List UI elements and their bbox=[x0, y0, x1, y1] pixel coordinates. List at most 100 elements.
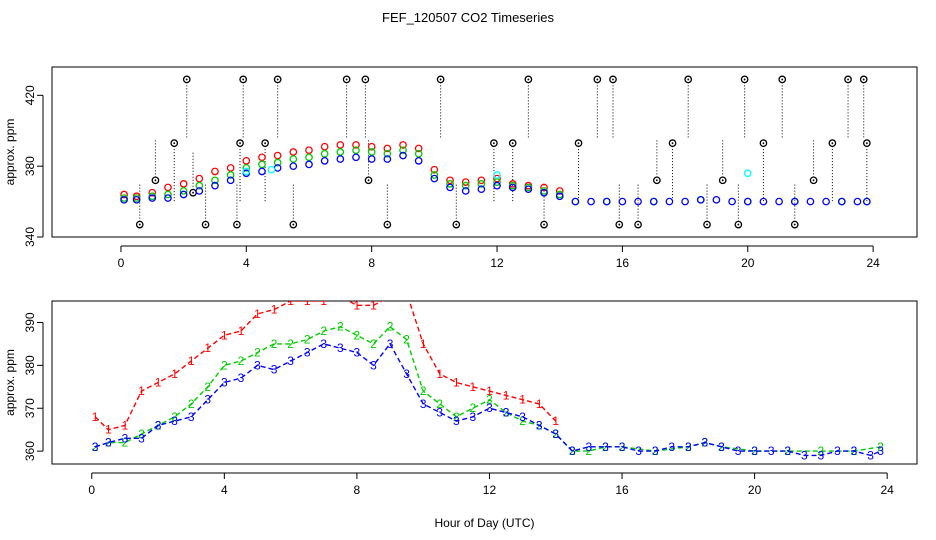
data-point-dot bbox=[173, 142, 176, 145]
x-axis: 0 4 8 12 16 20 24 bbox=[88, 472, 894, 497]
series-marker: 1 bbox=[420, 337, 427, 351]
series-marker: 3 bbox=[586, 440, 593, 454]
series-marker: 3 bbox=[436, 406, 443, 420]
series-marker: 3 bbox=[470, 410, 477, 424]
data-point bbox=[236, 139, 244, 147]
series-marker: 3 bbox=[271, 363, 278, 377]
x-tick-label: 24 bbox=[866, 256, 880, 270]
data-point bbox=[164, 190, 172, 199]
series-marker: 2 bbox=[320, 324, 327, 338]
data-point bbox=[179, 180, 188, 188]
series-marker: 3 bbox=[685, 440, 692, 454]
data-point bbox=[649, 197, 658, 206]
series-marker: 3 bbox=[238, 371, 245, 385]
y-tick-label: 360 bbox=[23, 441, 37, 461]
x-tick-label: 20 bbox=[748, 483, 762, 497]
data-point bbox=[352, 153, 360, 162]
data-point bbox=[261, 139, 269, 147]
data-point bbox=[790, 197, 799, 206]
data-point bbox=[493, 181, 501, 190]
data-point bbox=[179, 190, 188, 199]
data-point bbox=[273, 151, 282, 160]
x-tick-label: 16 bbox=[615, 483, 629, 497]
series-marker: 2 bbox=[403, 333, 410, 347]
series-marker: 1 bbox=[403, 285, 410, 299]
series-marker: 2 bbox=[751, 444, 758, 458]
data-point bbox=[446, 180, 454, 188]
y-tick-label: 380 bbox=[23, 156, 37, 176]
data-point bbox=[571, 197, 580, 206]
y-tick-label: 340 bbox=[23, 227, 37, 247]
data-point bbox=[151, 176, 160, 185]
data-point bbox=[653, 176, 661, 185]
series-marker: 3 bbox=[155, 418, 162, 432]
series-marker: 1 bbox=[287, 294, 294, 308]
series-marker: 1 bbox=[552, 414, 559, 428]
data-point bbox=[555, 187, 564, 195]
data-point-dot bbox=[138, 223, 141, 226]
data-point bbox=[712, 195, 721, 204]
data-point bbox=[684, 75, 693, 84]
data-point bbox=[853, 197, 862, 206]
series-marker: 2 bbox=[204, 380, 211, 394]
series-marker: 3 bbox=[519, 410, 526, 424]
series-marker: 1 bbox=[92, 410, 99, 424]
data-point bbox=[430, 174, 439, 183]
data-point bbox=[226, 164, 235, 172]
series-marker: 3 bbox=[718, 440, 725, 454]
data-point-dot bbox=[596, 78, 599, 81]
series-cyan bbox=[242, 165, 752, 179]
data-point-dot bbox=[386, 223, 389, 226]
series-marker: 1 bbox=[271, 303, 278, 317]
series-marker: 1 bbox=[337, 290, 344, 304]
data-point bbox=[258, 153, 266, 162]
y-axis-label: approx. ppm bbox=[3, 119, 17, 186]
data-point bbox=[524, 75, 533, 84]
series-marker: 2 bbox=[503, 406, 510, 420]
series-marker: 3 bbox=[536, 418, 543, 432]
series-marker: 3 bbox=[702, 436, 709, 450]
data-point bbox=[201, 220, 210, 229]
data-point bbox=[148, 194, 157, 202]
series-marker: 2 bbox=[387, 320, 394, 334]
series-marker: 2 bbox=[271, 337, 278, 351]
data-point bbox=[352, 146, 360, 155]
data-point-dot bbox=[743, 78, 746, 81]
series-marker: 1 bbox=[138, 384, 145, 398]
data-point bbox=[696, 195, 705, 204]
series-marker: 3 bbox=[420, 397, 427, 411]
series-marker: 2 bbox=[784, 444, 791, 458]
data-point bbox=[352, 141, 360, 149]
data-point-dot bbox=[637, 223, 639, 226]
series-marker: 2 bbox=[552, 427, 559, 441]
series-marker: 2 bbox=[122, 436, 129, 450]
data-point bbox=[540, 183, 548, 192]
data-point bbox=[179, 187, 188, 195]
data-point bbox=[844, 75, 852, 84]
data-point bbox=[320, 157, 329, 165]
data-point bbox=[718, 176, 727, 185]
data-point bbox=[367, 142, 376, 151]
series-marker: 3 bbox=[370, 358, 377, 372]
data-point-dot bbox=[577, 142, 580, 145]
series-marker: 1 bbox=[470, 380, 477, 394]
series-marker: 2 bbox=[619, 440, 626, 454]
chart-panel-1: 0 4 8 12 16 20 24 340 380 420 approx. ppm FEF_12050… bbox=[3, 10, 918, 270]
data-point bbox=[289, 220, 298, 229]
data-point bbox=[461, 187, 470, 195]
series-marker: 1 bbox=[370, 298, 377, 312]
data-point bbox=[615, 220, 624, 229]
data-point-dot bbox=[154, 179, 157, 182]
data-point bbox=[540, 188, 548, 197]
series-marker: 1 bbox=[254, 307, 261, 321]
data-point bbox=[430, 165, 439, 174]
data-point bbox=[574, 139, 583, 147]
data-point-dot bbox=[439, 78, 442, 81]
series-black bbox=[135, 75, 871, 229]
data-point bbox=[258, 167, 266, 176]
data-point-dot bbox=[812, 179, 815, 182]
series-marker: 3 bbox=[619, 440, 626, 454]
data-point bbox=[775, 197, 783, 206]
